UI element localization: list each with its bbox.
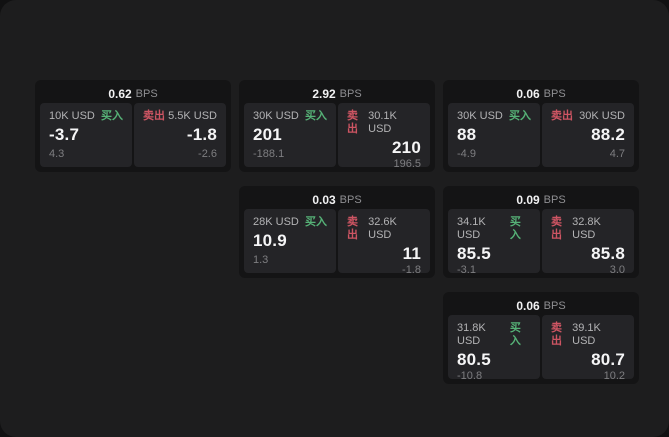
bps-value: 0.03: [312, 192, 336, 207]
sell-change: 4.7: [609, 148, 625, 160]
quote-card: 0.03 BPS 28K USD 买入 10.9 1.3 卖出 32.6K US…: [239, 186, 435, 278]
sell-panel[interactable]: 卖出 32.6K USD 11 -1.8: [338, 209, 430, 276]
bps-unit-label: BPS: [543, 193, 566, 206]
buy-price: -3.7: [49, 125, 80, 144]
sell-amount-label: 32.8K USD: [572, 216, 601, 241]
sell-panel[interactable]: 卖出 39.1K USD 80.7 10.2: [542, 315, 634, 382]
bps-unit-label: BPS: [339, 193, 362, 206]
buy-price: 80.5: [457, 350, 491, 369]
bps-value: 0.06: [516, 86, 540, 101]
buy-change: -10.8: [457, 370, 483, 382]
bps-unit-label: BPS: [543, 87, 566, 100]
sell-amount-label: 5.5K USD: [168, 110, 217, 122]
sell-price: 210: [392, 138, 421, 157]
buy-change: -4.9: [457, 148, 476, 160]
bps-unit-label: BPS: [543, 299, 566, 312]
sell-price: 85.8: [591, 244, 625, 263]
sell-tag: 卖出: [551, 216, 562, 241]
quote-card: 2.92 BPS 30K USD 买入 201 -188.1 卖出 30.1K …: [239, 80, 435, 172]
bps-unit-label: BPS: [339, 87, 362, 100]
sell-amount-label: 30K USD: [579, 110, 625, 122]
sell-panel[interactable]: 卖出 30.1K USD 210 196.5: [338, 103, 430, 170]
sell-price: 80.7: [591, 350, 625, 369]
buy-tag: 买入: [509, 216, 521, 241]
sell-tag: 卖出: [347, 216, 358, 241]
buy-tag: 买入: [305, 216, 327, 228]
sell-panel[interactable]: 卖出 5.5K USD -1.8 -2.6: [134, 103, 226, 167]
buy-panel[interactable]: 30K USD 买入 88 -4.9: [448, 103, 540, 167]
quote-card: 0.09 BPS 34.1K USD 买入 85.5 -3.1 卖出 32.8K…: [443, 186, 639, 278]
buy-price: 85.5: [457, 244, 491, 263]
sell-tag: 卖出: [551, 322, 562, 347]
sell-tag: 卖出: [551, 110, 573, 122]
buy-panel[interactable]: 28K USD 买入 10.9 1.3: [244, 209, 336, 273]
buy-tag: 买入: [509, 110, 531, 122]
buy-tag: 买入: [305, 110, 327, 122]
quote-cards-grid: 0.62 BPS 10K USD 买入 -3.7 4.3 卖出 5.5K USD: [35, 80, 639, 384]
buy-amount-label: 34.1K USD: [457, 216, 486, 241]
card-header: 0.62 BPS: [40, 84, 226, 103]
buy-tag: 买入: [509, 322, 521, 347]
buy-change: -3.1: [457, 264, 476, 276]
buy-change: 1.3: [253, 254, 269, 266]
sell-change: 3.0: [609, 264, 625, 276]
buy-change: -188.1: [253, 148, 285, 160]
quote-card: 0.06 BPS 30K USD 买入 88 -4.9 卖出 30K USD: [443, 80, 639, 172]
card-header: 0.09 BPS: [448, 190, 634, 209]
sell-amount-label: 39.1K USD: [572, 322, 601, 347]
buy-amount-label: 30K USD: [253, 110, 299, 122]
buy-amount-label: 31.8K USD: [457, 322, 486, 347]
buy-panel[interactable]: 31.8K USD 买入 80.5 -10.8: [448, 315, 540, 382]
sell-change: 10.2: [603, 370, 625, 382]
buy-panel[interactable]: 10K USD 买入 -3.7 4.3: [40, 103, 132, 167]
bps-unit-label: BPS: [135, 87, 158, 100]
sell-price: 11: [402, 244, 421, 263]
bps-value: 0.09: [516, 192, 540, 207]
buy-price: 201: [253, 125, 282, 144]
quote-card: 0.62 BPS 10K USD 买入 -3.7 4.3 卖出 5.5K USD: [35, 80, 231, 172]
buy-change: 4.3: [49, 148, 65, 160]
card-header: 0.03 BPS: [244, 190, 430, 209]
bps-value: 0.06: [516, 298, 540, 313]
card-header: 2.92 BPS: [244, 84, 430, 103]
buy-amount-label: 10K USD: [49, 110, 95, 122]
bps-value: 2.92: [312, 86, 336, 101]
buy-price: 10.9: [253, 231, 287, 250]
sell-amount-label: 30.1K USD: [368, 110, 397, 135]
sell-price: 88.2: [591, 125, 625, 144]
quote-card: 0.06 BPS 31.8K USD 买入 80.5 -10.8 卖出 39.1…: [443, 292, 639, 384]
card-header: 0.06 BPS: [448, 296, 634, 315]
buy-panel[interactable]: 30K USD 买入 201 -188.1: [244, 103, 336, 167]
buy-amount-label: 28K USD: [253, 216, 299, 228]
buy-panel[interactable]: 34.1K USD 买入 85.5 -3.1: [448, 209, 540, 276]
buy-amount-label: 30K USD: [457, 110, 503, 122]
sell-tag: 卖出: [143, 110, 165, 122]
sell-change: 196.5: [393, 158, 421, 170]
sell-price: -1.8: [186, 125, 217, 144]
sell-change: -2.6: [198, 148, 217, 160]
buy-tag: 买入: [101, 110, 123, 122]
sell-amount-label: 32.6K USD: [368, 216, 397, 241]
sell-panel[interactable]: 卖出 30K USD 88.2 4.7: [542, 103, 634, 167]
sell-panel[interactable]: 卖出 32.8K USD 85.8 3.0: [542, 209, 634, 276]
sell-tag: 卖出: [347, 110, 358, 135]
sell-change: -1.8: [402, 264, 421, 276]
buy-price: 88: [457, 125, 477, 144]
bps-value: 0.62: [108, 86, 132, 101]
card-header: 0.06 BPS: [448, 84, 634, 103]
